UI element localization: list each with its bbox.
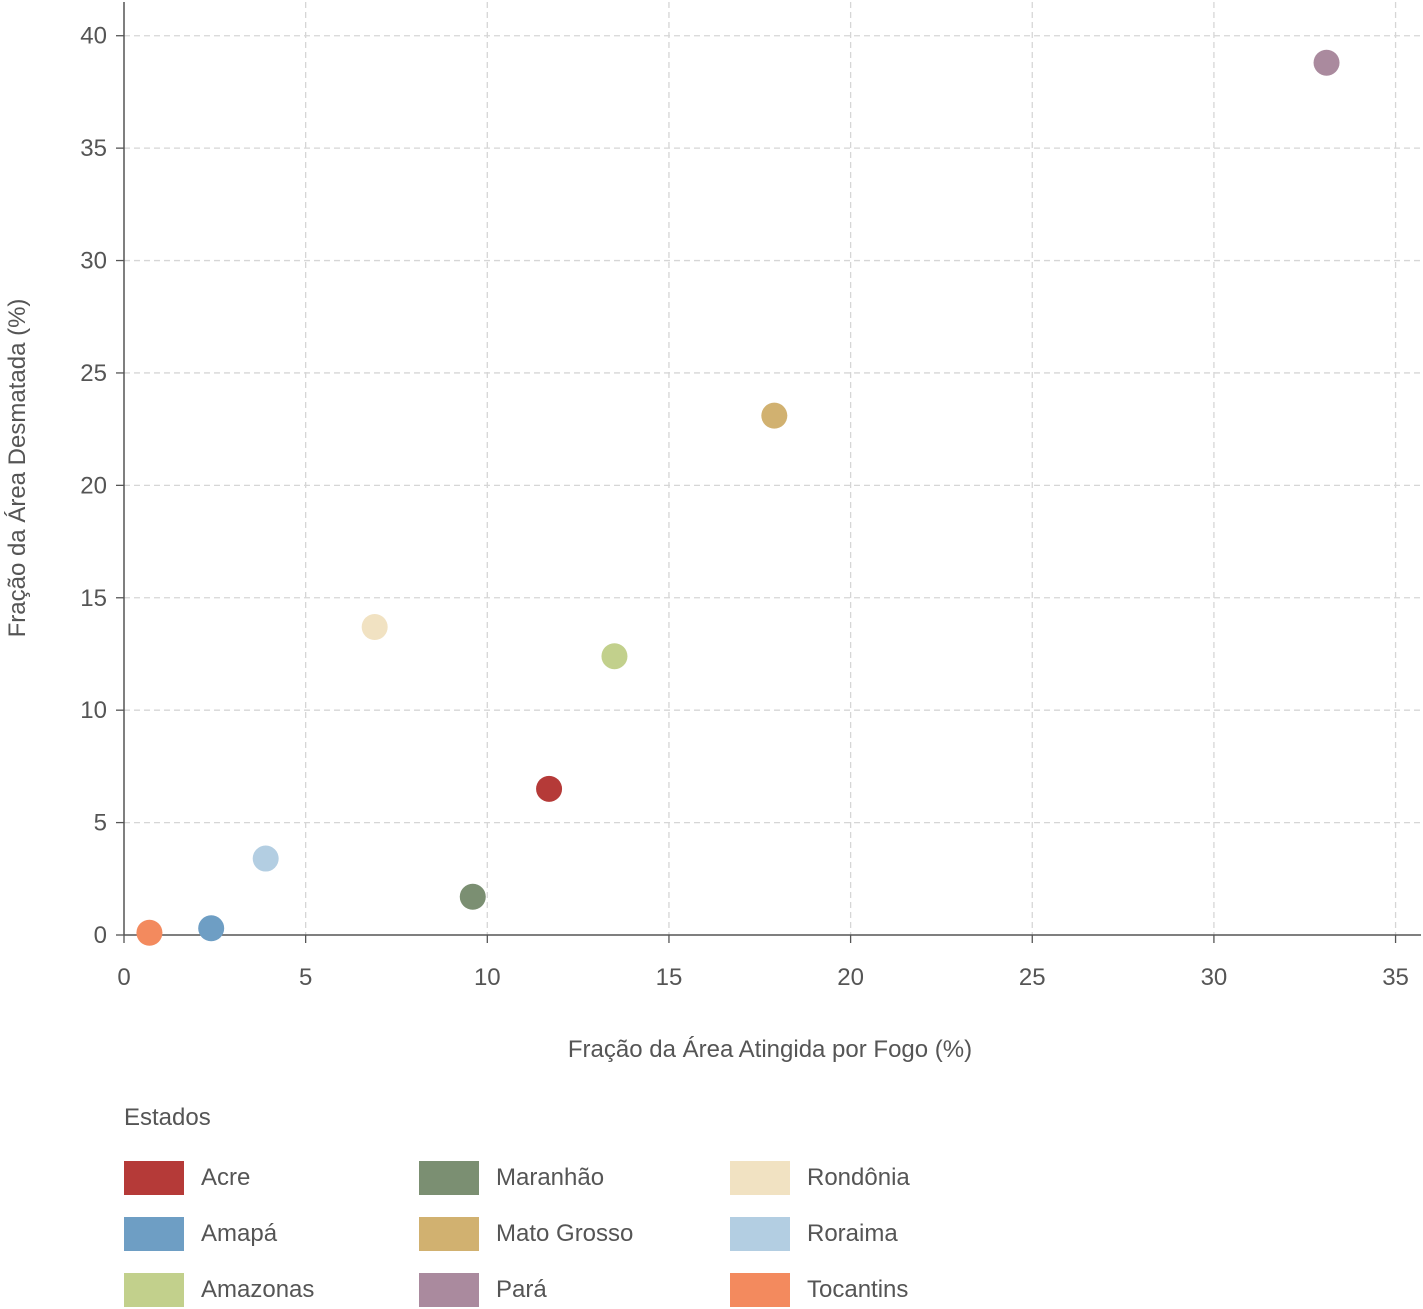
axes — [116, 2, 1421, 943]
x-axis-title: Fração da Área Atingida por Fogo (%) — [568, 1036, 972, 1063]
legend-item-amapa: Amapá — [124, 1217, 277, 1251]
legend-item-acre: Acre — [124, 1161, 250, 1195]
y-tick-label: 25 — [80, 360, 107, 387]
y-axis-title: Fração da Área Desmatada (%) — [4, 299, 31, 638]
x-tick-label: 15 — [656, 964, 683, 991]
legend-item-tocantins: Tocantins — [730, 1273, 908, 1307]
legend-label: Roraima — [807, 1220, 898, 1247]
point-tocantins — [136, 919, 163, 946]
y-tick-label: 30 — [80, 248, 107, 275]
y-tick-label: 15 — [80, 585, 107, 612]
legend-item-rondonia: Rondônia — [730, 1161, 910, 1195]
y-tick-label: 5 — [94, 810, 107, 837]
legend-swatch — [730, 1217, 790, 1251]
point-roraima — [252, 845, 279, 872]
tick-labels: 0 5 10 15 20 25 30 35 0 5 10 15 20 25 30 35 40 — [80, 23, 1409, 991]
legend-swatch — [419, 1161, 479, 1195]
legend-item-maranhao: Maranhão — [419, 1161, 604, 1195]
legend-swatch — [730, 1161, 790, 1195]
y-tick-label: 40 — [80, 23, 107, 50]
point-para — [1313, 49, 1340, 76]
legend-swatch — [419, 1273, 479, 1307]
legend-label: Rondônia — [807, 1164, 910, 1191]
legend-label: Amapá — [201, 1220, 278, 1247]
point-amapa — [198, 915, 225, 942]
legend-item-roraima: Roraima — [730, 1217, 898, 1251]
point-amazonas — [601, 643, 628, 670]
data-points — [136, 49, 1340, 946]
legend-label: Mato Grosso — [496, 1220, 634, 1247]
legend-label: Maranhão — [496, 1164, 605, 1191]
legend-item-para: Pará — [419, 1273, 547, 1307]
grid-lines — [124, 2, 1421, 935]
legend-swatch — [730, 1273, 790, 1307]
legend-swatch — [124, 1161, 184, 1195]
legend-label: Amazonas — [201, 1276, 315, 1303]
x-tick-label: 30 — [1201, 964, 1228, 991]
x-tick-label: 5 — [299, 964, 312, 991]
y-tick-label: 35 — [80, 135, 107, 162]
legend-label: Pará — [496, 1276, 547, 1303]
y-tick-label: 10 — [80, 697, 107, 724]
legend-swatch — [124, 1217, 184, 1251]
legend-swatch — [419, 1217, 479, 1251]
x-tick-label: 25 — [1019, 964, 1046, 991]
y-tick-label: 0 — [94, 922, 107, 949]
x-tick-label: 0 — [117, 964, 130, 991]
legend-item-mato-grosso: Mato Grosso — [419, 1217, 633, 1251]
legend-label: Acre — [201, 1164, 251, 1191]
point-acre — [536, 775, 563, 802]
legend-item-amazonas: Amazonas — [124, 1273, 314, 1307]
legend-title: Estados — [124, 1104, 211, 1131]
point-mato-grosso — [761, 402, 788, 429]
x-tick-label: 35 — [1382, 964, 1409, 991]
legend-label: Tocantins — [807, 1276, 909, 1303]
point-maranhao — [459, 883, 486, 910]
scatter-chart: 0 5 10 15 20 25 30 35 0 5 10 15 20 25 30 35 40 Fração da… — [4, 2, 1421, 1063]
x-tick-label: 10 — [474, 964, 501, 991]
legend-swatch — [124, 1273, 184, 1307]
point-rondonia — [361, 613, 388, 640]
x-tick-label: 20 — [837, 964, 864, 991]
y-tick-label: 20 — [80, 472, 107, 499]
